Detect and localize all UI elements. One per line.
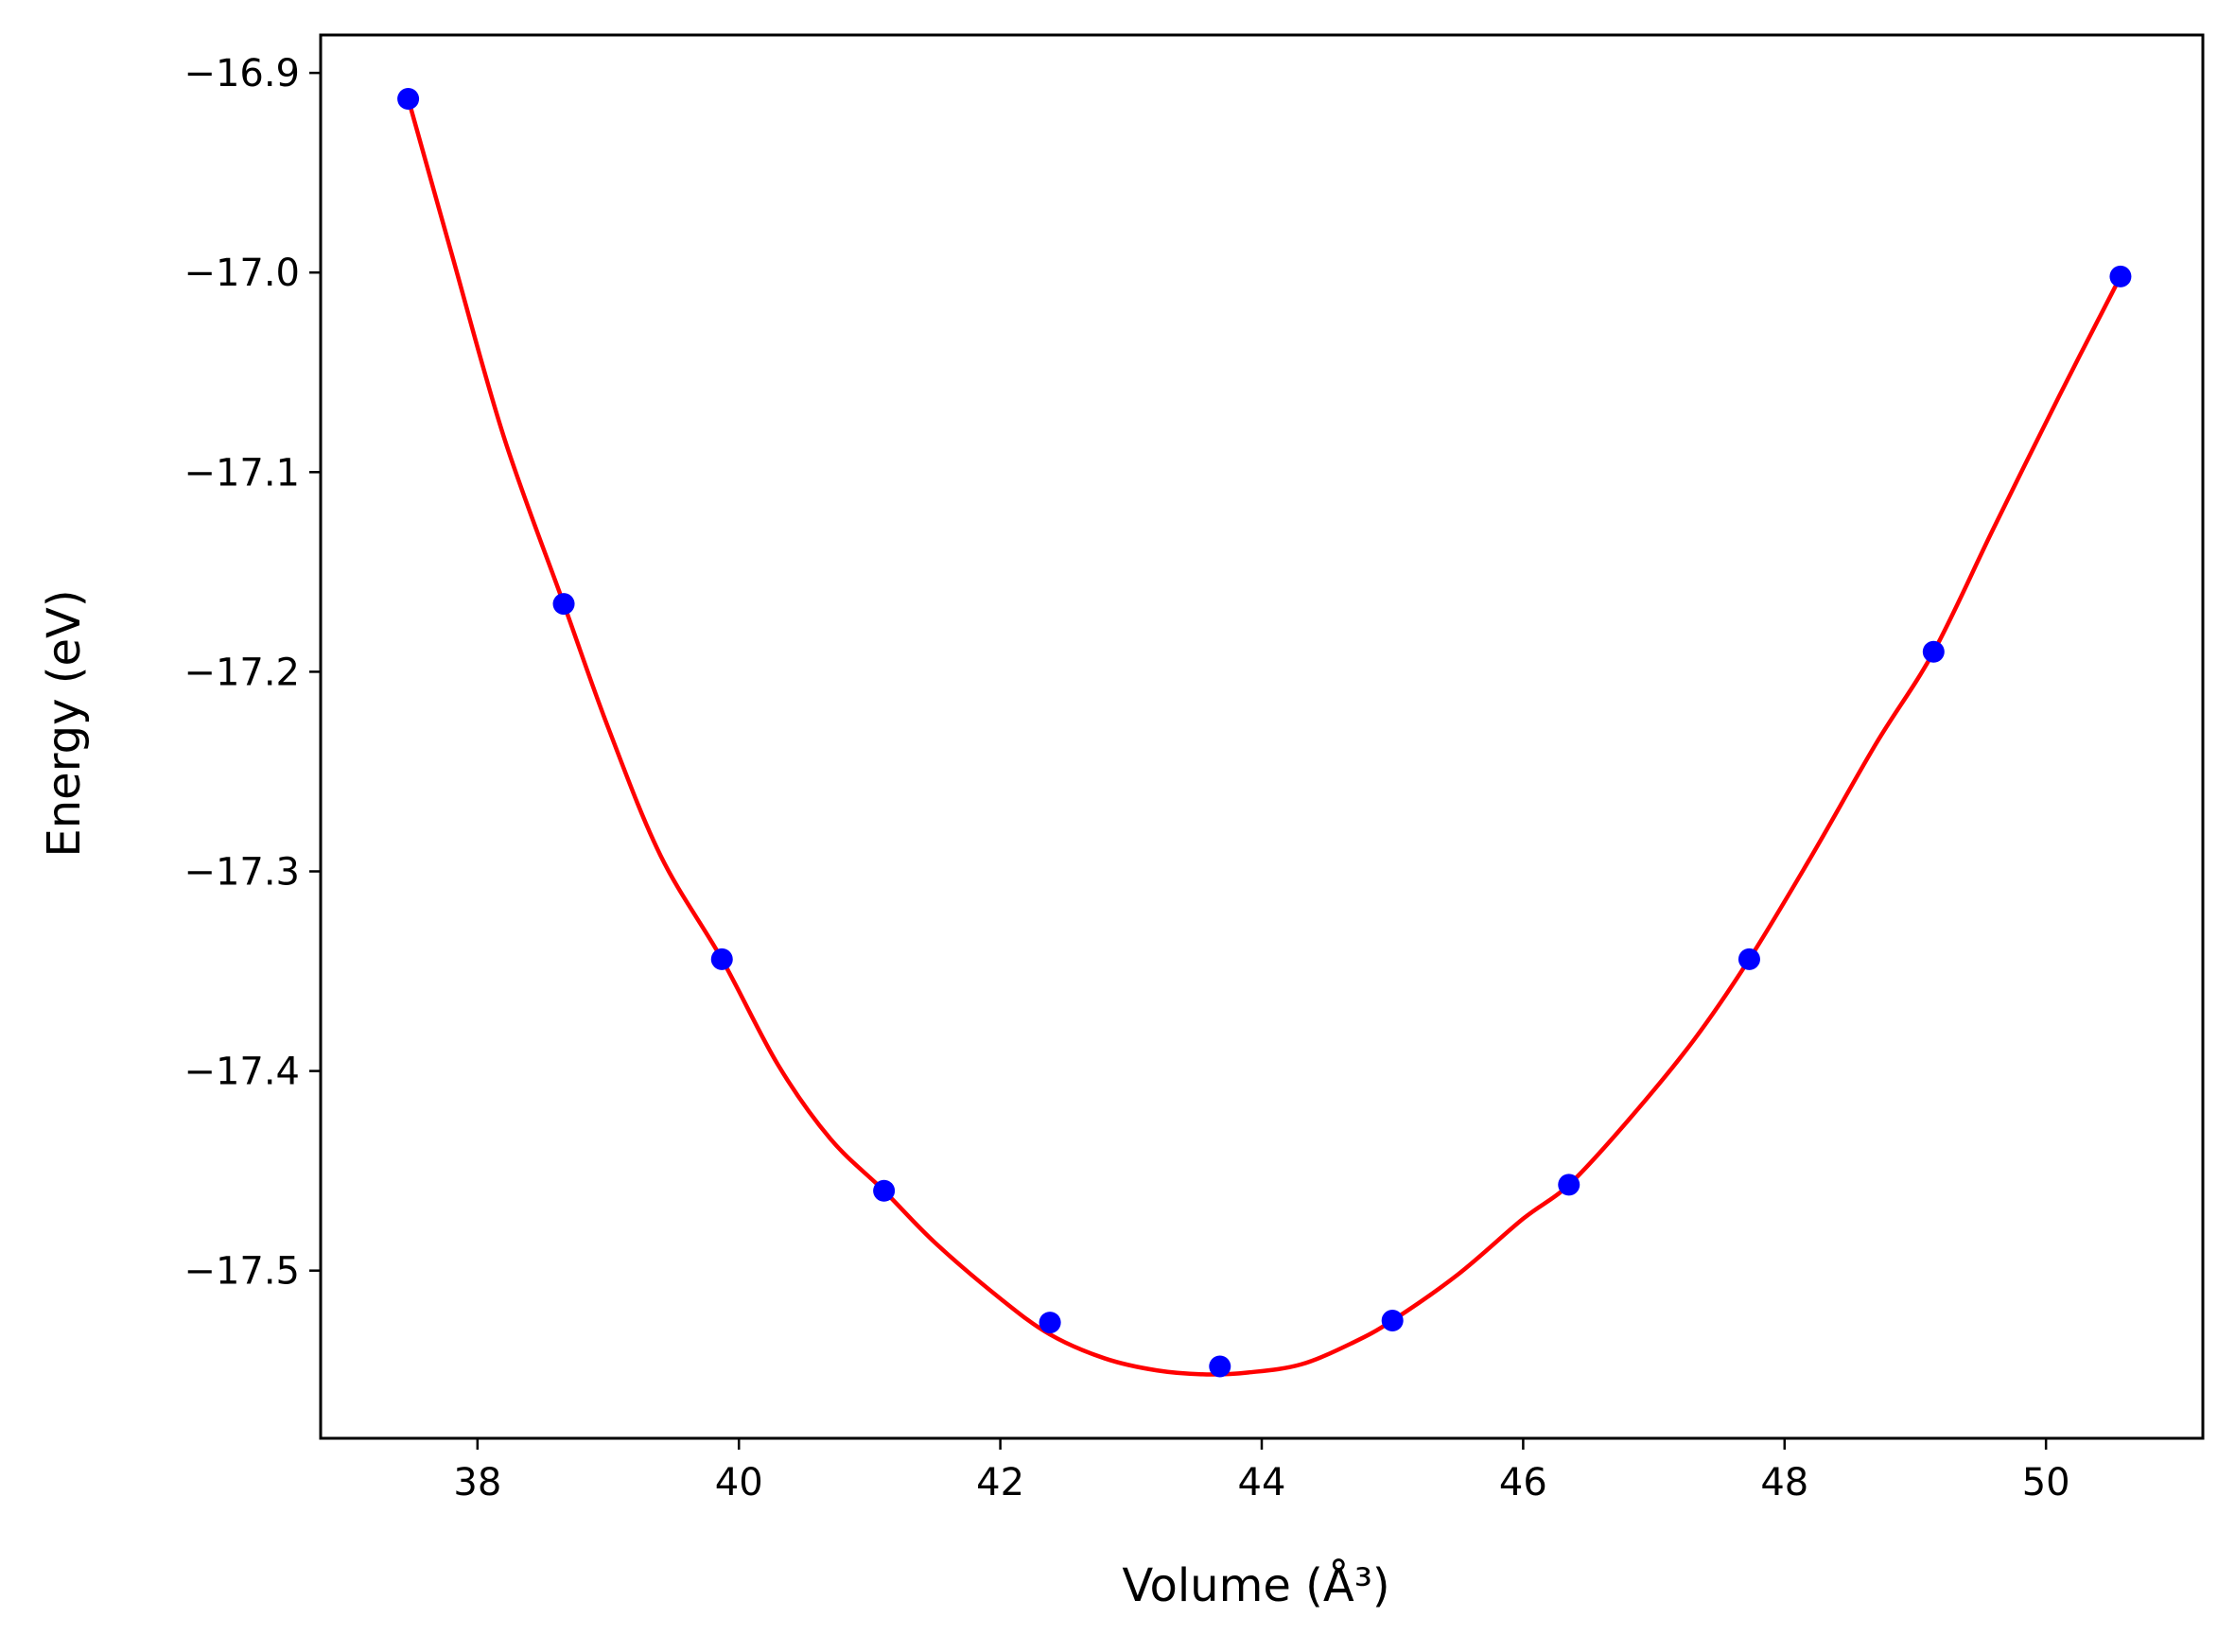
x-tick-label: 42 — [976, 1461, 1024, 1504]
data-point — [1922, 640, 1945, 663]
y-axis-label: Energy (eV) — [38, 589, 91, 857]
x-axis-ticks: 38 40 42 44 46 48 50 — [453, 1438, 2070, 1504]
data-point — [710, 948, 733, 970]
data-point — [1737, 948, 1760, 970]
x-tick-label: 48 — [1760, 1461, 1808, 1504]
x-tick-label: 40 — [715, 1461, 763, 1504]
y-tick-label: −17.2 — [183, 651, 300, 694]
data-point — [397, 88, 420, 111]
data-point — [1039, 1312, 1061, 1334]
x-tick-label: 44 — [1238, 1461, 1286, 1504]
data-point — [552, 593, 575, 616]
data-point — [2109, 265, 2132, 287]
data-point — [873, 1179, 896, 1202]
y-tick-label: −17.3 — [183, 850, 300, 894]
data-point — [1558, 1174, 1580, 1196]
y-tick-label: −16.9 — [183, 52, 300, 96]
y-tick-label: −17.4 — [183, 1051, 300, 1094]
x-tick-label: 38 — [453, 1461, 501, 1504]
y-tick-label: −17.0 — [183, 252, 300, 295]
data-point — [1209, 1355, 1231, 1378]
y-tick-label: −17.5 — [183, 1250, 300, 1294]
plot-frame — [319, 33, 2205, 1440]
x-tick-label: 46 — [1499, 1461, 1547, 1504]
y-axis-ticks: −16.9 −17.0 −17.1 −17.2 −17.3 −17.4 −17.5 — [183, 52, 321, 1294]
x-axis-label: Volume (Å³) — [1122, 1558, 1389, 1612]
x-tick-label: 50 — [2022, 1461, 2070, 1504]
plot-area — [397, 88, 2132, 1378]
data-point — [1381, 1309, 1404, 1331]
y-tick-label: −17.1 — [183, 451, 300, 495]
